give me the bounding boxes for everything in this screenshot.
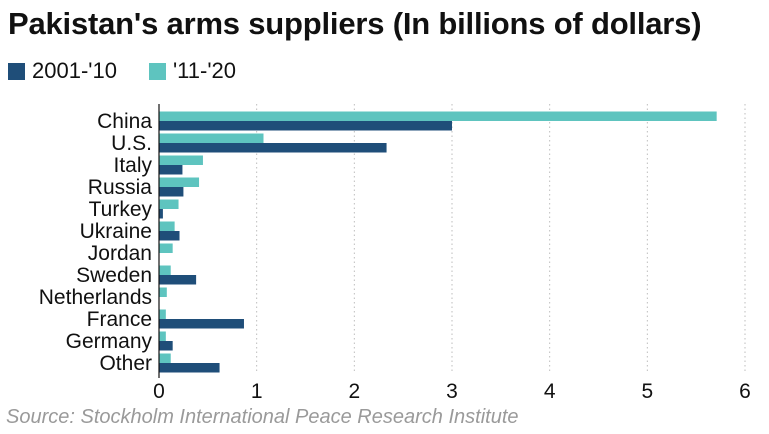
category-label-netherlands: Netherlands	[39, 286, 152, 309]
legend-label-2011-2020: '11-'20	[172, 58, 236, 83]
bar-germany-series-1	[159, 331, 166, 341]
bar-russia-series-1	[159, 177, 200, 187]
bar-us-series-0	[159, 143, 387, 153]
legend-item-2001-2010: 2001-'10	[8, 58, 117, 84]
category-label-ukraine: Ukraine	[80, 220, 152, 243]
bar-italy-series-1	[159, 155, 203, 165]
bar-china-series-1	[159, 111, 717, 121]
x-tick-label-6: 6	[739, 380, 751, 403]
bar-germany-series-0	[159, 341, 173, 351]
bar-turkey-series-1	[159, 199, 179, 209]
bar-other-series-0	[159, 363, 220, 373]
legend-swatch-2011-2020	[148, 62, 166, 80]
legend-item-2011-2020: '11-'20	[148, 58, 236, 84]
category-label-turkey: Turkey	[89, 198, 153, 221]
x-tick-label-5: 5	[641, 380, 653, 403]
category-label-jordan: Jordan	[88, 242, 152, 265]
bar-china-series-0	[159, 121, 452, 131]
legend-swatch-2001-2010	[8, 62, 25, 80]
category-label-sweden: Sweden	[76, 264, 152, 287]
bar-netherlands-series-1	[159, 287, 167, 297]
category-label-france: France	[87, 308, 152, 331]
x-tick-label-3: 3	[446, 380, 458, 403]
bar-jordan-series-1	[159, 243, 173, 253]
bar-other-series-1	[159, 353, 171, 363]
bar-russia-series-0	[159, 187, 184, 197]
bar-ukraine-series-1	[159, 221, 175, 231]
bar-italy-series-0	[159, 165, 183, 175]
bar-france-series-1	[159, 309, 166, 319]
legend: 2001-'10 '11-'20	[8, 58, 268, 84]
category-label-russia: Russia	[88, 176, 153, 199]
bar-sweden-series-1	[159, 265, 171, 275]
x-tick-label-4: 4	[544, 380, 556, 403]
bar-us-series-1	[159, 133, 264, 143]
x-tick-label-0: 0	[153, 380, 165, 403]
category-label-germany: Germany	[66, 330, 153, 353]
bar-france-series-0	[159, 319, 244, 329]
source-note: Source: Stockholm International Peace Re…	[6, 406, 519, 428]
legend-label-2001-2010: 2001-'10	[32, 58, 117, 83]
x-tick-label-2: 2	[348, 380, 360, 403]
category-label-italy: Italy	[113, 154, 152, 177]
x-tick-label-1: 1	[251, 380, 263, 403]
bar-ukraine-series-0	[159, 231, 180, 241]
chart-title: Pakistan's arms suppliers (In billions o…	[8, 6, 702, 41]
category-label-other: Other	[99, 352, 152, 375]
category-label-china: China	[97, 110, 152, 133]
bar-turkey-series-0	[159, 209, 163, 219]
category-label-us: U.S.	[111, 132, 152, 155]
bar-sweden-series-0	[159, 275, 197, 285]
